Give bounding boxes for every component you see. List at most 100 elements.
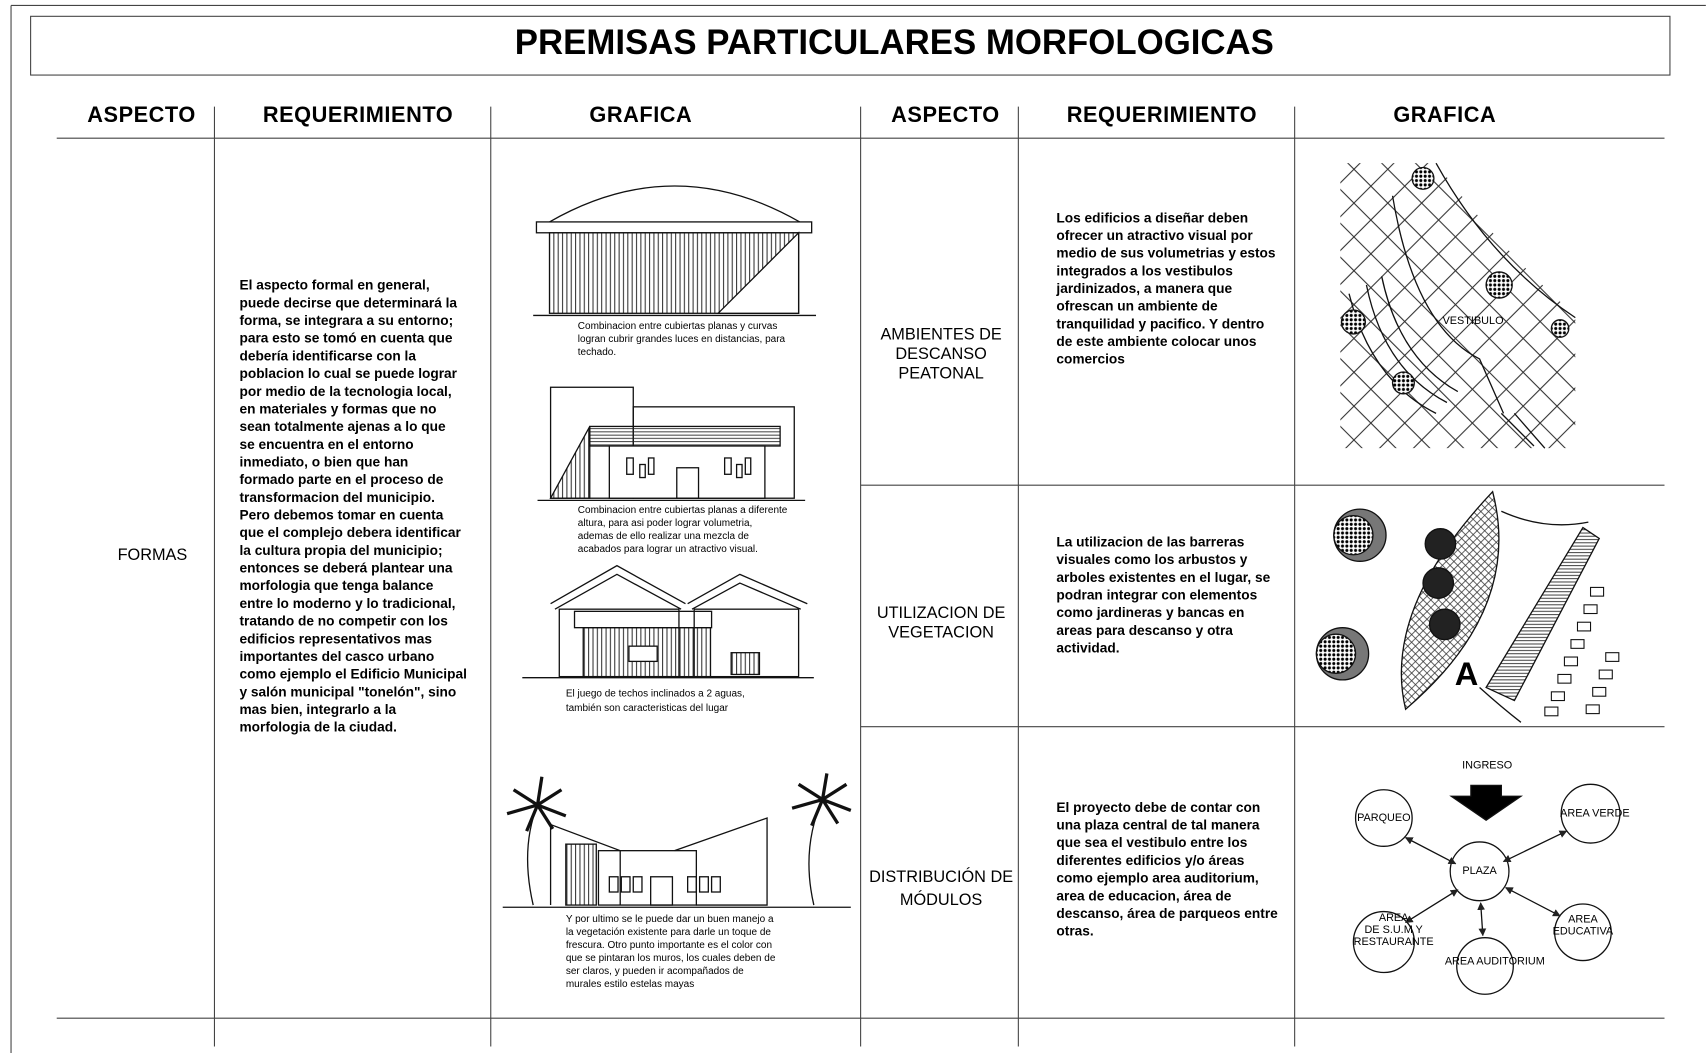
sketch-palms-part [549, 823, 621, 906]
plan-vestibulo-part [1485, 271, 1513, 299]
plan-vegetacion-part-part [1544, 706, 1559, 717]
sketch-gabled-roofs-part [687, 573, 808, 605]
plan-vegetacion-part-part [1557, 673, 1572, 684]
sketch-gabled-roofs-part [628, 645, 658, 663]
requirement-line: descanso, área de parqueos entre [1056, 906, 1278, 921]
diagram-node-label: AREA [1568, 914, 1598, 926]
caption-line: ademas de ello realizar una mezcla de [578, 531, 750, 542]
module-diagram-part [1449, 841, 1510, 902]
requirement-line: otras. [1056, 924, 1093, 939]
plan-vestibulo-part [1391, 371, 1415, 395]
requirement-line: comercios [1056, 352, 1125, 367]
requirement-line: que sea el vestibulo entre los [1056, 835, 1247, 850]
sketch-palms-part [674, 817, 768, 906]
diagram-node-label: EDUCATIVA [1553, 926, 1614, 938]
plan-vestibulo-part [1391, 195, 1505, 414]
module-diagram-part [1504, 887, 1561, 917]
caption-line: murales estilo estelas mayas [566, 979, 694, 990]
plan-vestibulo-part [1411, 166, 1435, 190]
frame-part [30, 15, 1671, 76]
requirement-line: visuales como los arbustos y [1056, 552, 1247, 567]
title: PREMISAS PARTICULARES MORFOLOGICAS [515, 23, 1274, 62]
sketch-flat-roofs-part [639, 463, 646, 479]
plan-vestibulo-part [1340, 163, 1576, 449]
module-diagram-part [1477, 902, 1487, 937]
requirement-line: mas bien, integrarlo a la [239, 702, 396, 717]
caption-line: El juego de techos inclinados a 2 aguas, [566, 689, 745, 700]
column-header: GRAFICA [1393, 102, 1496, 127]
sketch-flat-roofs-part [549, 426, 591, 499]
caption-line: Combinacion entre cubiertas planas a dif… [578, 505, 788, 516]
sketch-flat-roofs-part [647, 457, 655, 475]
aspect-line: AMBIENTES DE [880, 325, 1001, 343]
requirement-line: ofrecer un atractivo visual por [1056, 228, 1253, 243]
plan-vegetacion-part [1422, 567, 1455, 599]
requirement-line: areas para descanso y otra [1056, 623, 1233, 638]
caption-line: la vegetación existente para darle un to… [566, 927, 772, 938]
plan-label: A [1455, 655, 1479, 692]
sketch-curved-roof [533, 185, 817, 317]
requirement-line: Pero debemos tomar en cuenta [239, 508, 443, 523]
caption-line: frescura. Otro punto importante es el co… [566, 940, 772, 951]
requirement-line: arboles existentes en el lugar, se [1056, 570, 1270, 585]
module-diagram-part [1404, 837, 1457, 865]
requirement-line: poblacion lo cual se puede lograr [239, 366, 457, 381]
diagram-node-label: DE S.U.M Y [1364, 924, 1422, 936]
aspect-line: UTILIZACION DE [877, 604, 1006, 622]
sketch-palms-part [597, 850, 698, 906]
aspect-line: MÓDULOS [900, 890, 983, 909]
requirement-line: jardinizados, a manera que [1055, 281, 1232, 296]
plan-vegetacion-part-part [1585, 704, 1600, 715]
requirement-line: actividad. [1056, 641, 1119, 656]
sketch-flat-roofs-part [735, 463, 743, 479]
sketch-flat-roofs [537, 386, 806, 502]
sketch-curved-roof-part [549, 185, 801, 223]
column-header: ASPECTO [87, 102, 196, 127]
plan-vegetacion-part [1544, 586, 1620, 717]
aspect: FORMAS [118, 546, 188, 564]
module-diagram-part [1560, 783, 1621, 844]
sketch-curved-roof-part [535, 221, 813, 234]
sketch-palms-part [698, 876, 709, 893]
plan-vestibulo-part [1550, 319, 1570, 338]
requirement-line: la cultura propia del municipio; [239, 543, 442, 558]
sketch-curved-roof-part [716, 231, 800, 314]
requirement-line: medio de sus volumetrias y estos [1056, 246, 1275, 261]
requirement-line: sean totalmente ajenas a lo que [239, 419, 446, 434]
sketch-palms-part [565, 843, 597, 906]
module-diagram-part [1553, 903, 1612, 962]
sketch-palms-part [632, 876, 643, 893]
sketch-palms-part [650, 876, 674, 906]
sketch-gabled-roofs [522, 564, 814, 679]
plan-vegetacion-part-part [1570, 639, 1585, 649]
sketch-gabled-roofs-part [554, 573, 682, 610]
plan-vegetacion [1315, 490, 1620, 723]
sketch-palms-part [687, 876, 698, 893]
plan-vegetacion-part-part [1550, 691, 1565, 702]
sketch-palms [502, 773, 852, 908]
requirement-line: inmediato, o bien que han [239, 454, 408, 469]
diagram-node-label: AREA [1379, 912, 1409, 924]
plan-vegetacion-part-part [1598, 669, 1613, 680]
requirement-line: Los edificios a diseñar deben [1056, 210, 1248, 225]
plan-vegetacion-part [1485, 526, 1601, 702]
aspect-line: VEGETACION [888, 623, 994, 641]
sketch-flat-roofs-part [676, 467, 700, 499]
caption-line: que se pintaran los muros, los cuales de… [566, 953, 776, 964]
requirement-line: como ejemplo area auditorium, [1056, 871, 1258, 886]
diagram-entry: INGRESO [1462, 760, 1512, 772]
module-diagram-part [1449, 784, 1524, 822]
requirement-line: diferentes edificios y/o áreas [1056, 853, 1244, 868]
diagram-node-label: PARQUEO [1357, 812, 1411, 824]
plan-vestibulo [1340, 162, 1576, 449]
requirement-line: formado parte en el proceso de [239, 472, 443, 487]
plan-vegetacion-part [1501, 510, 1589, 526]
requirement-line: La utilizacion de las barreras [1056, 534, 1244, 549]
requirement-line: debería identificarse con la [239, 348, 416, 363]
requirement-line: podran integrar con elementos [1056, 587, 1257, 602]
sketch-gabled-roofs-part [573, 610, 713, 629]
module-diagram-part [1404, 889, 1459, 924]
column-header: REQUERIMIENTO [1067, 102, 1257, 127]
caption-line: también son caracteristicas del lugar [566, 703, 729, 714]
